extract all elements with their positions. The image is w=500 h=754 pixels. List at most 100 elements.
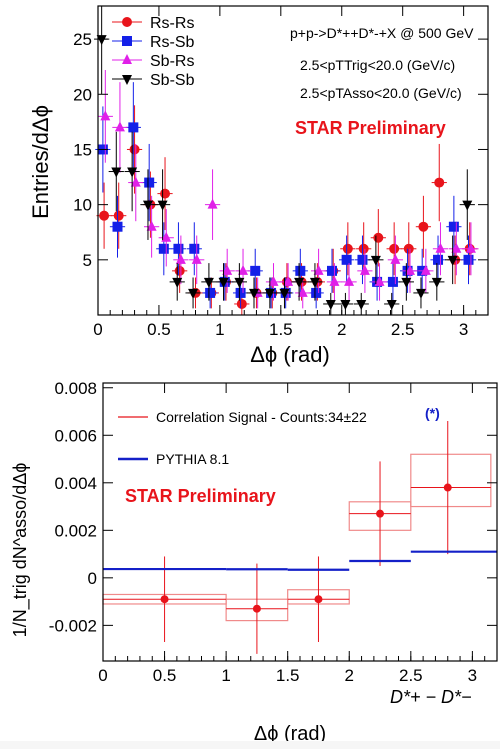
data-point: [374, 275, 385, 286]
data-point: [342, 243, 353, 254]
top-chart-panel: 0 0.5 1 1.5 2 2.5 3 5 10 15 20 25 Δϕ (rad) Entries/…: [0, 0, 500, 375]
data-point: [173, 243, 184, 254]
data-point: [344, 275, 355, 286]
bottom-x-tick-label: 0: [98, 666, 107, 685]
top-chart: 0 0.5 1 1.5 2 2.5 3 5 10 15 20 25 Δϕ (rad) Entries/…: [28, 5, 489, 367]
top-y-tick-label: 5: [83, 251, 92, 270]
data-point: [235, 287, 246, 298]
bottom-x-tick-label: 2.5: [399, 666, 423, 685]
data-point: [294, 277, 305, 288]
top-x-tick-label: 2.5: [391, 320, 415, 339]
bottom-x-tick-label: 2: [345, 666, 354, 685]
data-point: [157, 200, 168, 211]
data-point: [327, 265, 337, 276]
data-point: [434, 177, 445, 188]
legend-signal-label: Correlation Signal - Counts:34±22: [156, 409, 367, 425]
data-point: [129, 144, 140, 155]
data-point: [175, 253, 186, 264]
data-point: [431, 277, 442, 288]
data-point: [99, 210, 110, 221]
data-point: [172, 277, 183, 288]
data-point: [146, 220, 157, 231]
data-point: [358, 243, 369, 254]
data-point: [386, 299, 397, 310]
series-correlation-signal: [102, 421, 492, 654]
data-point: [370, 255, 381, 266]
bottom-x-tick-label: 0.5: [153, 666, 177, 685]
data-point: [462, 200, 473, 211]
bottom-y-tick-label: -0.002: [49, 616, 97, 635]
series-pythia: [103, 550, 497, 571]
data-point: [465, 242, 476, 253]
data-point: [297, 286, 308, 297]
legend-marker: [122, 54, 132, 64]
data-point: [418, 221, 429, 232]
data-point: [405, 264, 415, 275]
data-point: [329, 275, 340, 286]
legend-label: Rs-Rs: [150, 15, 194, 32]
top-x-tick-label: 1: [215, 320, 224, 339]
legend-label: Sb-Sb: [150, 72, 195, 89]
data-point: [264, 288, 275, 299]
top-preliminary-label: STAR Preliminary: [295, 118, 446, 138]
data-point: [142, 200, 153, 211]
data-point: [448, 221, 459, 232]
data-point: [218, 277, 229, 288]
data-point: [203, 277, 214, 288]
data-point: [341, 254, 352, 265]
data-point: [189, 243, 200, 254]
top-asso-cut-label: 2.5<pTAsso<20.0 (GeV/c): [300, 85, 462, 101]
data-point: [158, 243, 169, 254]
top-trig-cut-label: 2.5<pTTrig<20.0 (GeV/c): [300, 57, 455, 73]
data-point: [268, 275, 279, 286]
data-point: [403, 243, 414, 254]
legend-pythia-label: PYTHIA 8.1: [156, 451, 229, 467]
data-point: [314, 595, 323, 604]
data-point: [443, 483, 452, 492]
data-point: [238, 264, 249, 275]
data-point: [174, 265, 185, 276]
data-point: [390, 253, 401, 264]
bottom-y-tick-label: 0.006: [54, 426, 97, 445]
data-point: [435, 242, 446, 253]
legend-marker: [122, 75, 132, 85]
data-point: [387, 276, 398, 287]
bottom-legend: Correlation Signal - Counts:34±22 (*) PY…: [118, 405, 440, 467]
legend-marker: [122, 36, 132, 46]
data-point: [359, 264, 370, 275]
bottom-chart: 0 0.5 1 1.5 2 2.5 3 -0.002 0 0.002 0.004 0.006 0.008…: [10, 379, 498, 745]
data-point: [250, 265, 261, 276]
data-point: [373, 232, 384, 243]
top-x-tick-label: 3: [459, 320, 468, 339]
bottom-preliminary-label: STAR Preliminary: [125, 486, 276, 506]
bottom-y-tick-label: 0.002: [54, 521, 97, 540]
data-point: [236, 298, 247, 309]
data-point: [311, 287, 322, 298]
bottom-x-tick-label: 3: [468, 666, 477, 685]
series-sb-rs: [97, 70, 479, 309]
data-point: [357, 254, 368, 265]
data-point: [252, 604, 261, 613]
data-point: [160, 595, 169, 604]
bottom-y-tick-label: 0.004: [54, 474, 97, 493]
data-point: [401, 277, 412, 288]
footer-strip: [0, 741, 500, 749]
systematic-box: [410, 453, 492, 508]
data-point: [161, 231, 172, 242]
data-point: [114, 121, 125, 132]
top-y-tick-label: 15: [73, 140, 92, 159]
top-y-axis-label: Entries/dΔϕ: [28, 105, 53, 219]
top-x-tick-label: 2: [337, 320, 346, 339]
data-point: [207, 198, 218, 209]
legend-label: Rs-Sb: [150, 34, 195, 51]
series-rs-sb: [95, 82, 477, 309]
data-point: [389, 243, 400, 254]
data-point: [111, 167, 122, 178]
data-point: [283, 275, 294, 286]
data-point: [96, 35, 107, 46]
top-legend: Rs-Rs Rs-Sb Sb-Rs Sb-Sb: [112, 15, 195, 89]
data-point: [447, 255, 458, 266]
data-point: [279, 288, 290, 299]
data-point: [234, 277, 245, 288]
bottom-y-tick-label: 0: [88, 569, 97, 588]
